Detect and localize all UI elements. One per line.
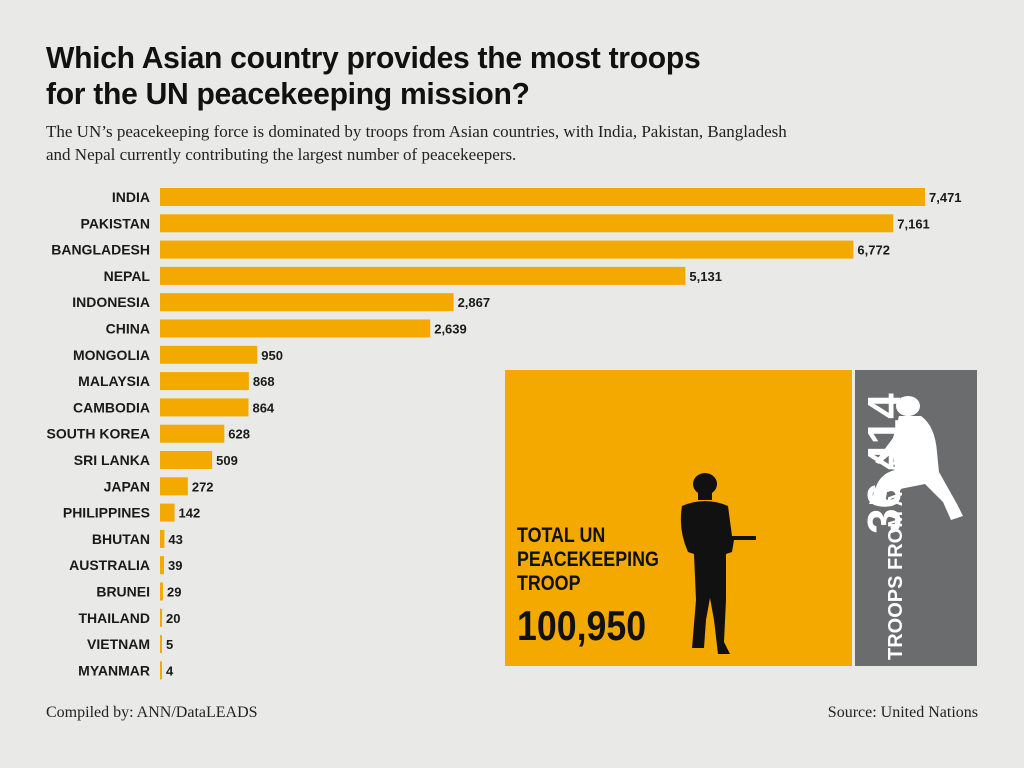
value-label: 509 [216,453,238,468]
category-label: PAKISTAN [81,215,150,231]
bar-india [160,188,925,206]
standing-soldier-icon [680,473,756,654]
total-troops-panel: TOTAL UN PEACEKEEPING TROOP 100,950 [505,370,852,666]
category-label: BHUTAN [92,531,150,547]
category-label: SRI LANKA [74,452,150,468]
category-label: AUSTRALIA [69,557,150,573]
bar-thailand [160,608,163,627]
asia-troops-value: 36,414 [858,393,910,534]
value-label: 2,867 [458,295,491,310]
category-label: CHINA [106,321,150,337]
category-label: BRUNEI [96,584,150,600]
bar-cambodia [160,398,249,417]
bar-bangladesh [160,240,854,259]
value-label: 4 [166,663,174,678]
category-label: CAMBODIA [73,399,150,415]
total-troops-label: TOTAL UN PEACEKEEPING TROOP [517,524,659,595]
asia-troops-text: TROOPS FROM ASIA 36,414 [858,393,910,660]
category-label: MONGOLIA [73,347,150,363]
category-label: THAILAND [78,610,150,626]
category-label: SOUTH KOREA [47,426,150,442]
bar-mongolia [160,345,258,364]
bar-vietnam [160,635,162,654]
category-label: NEPAL [104,268,151,284]
value-label: 5,131 [689,269,722,284]
asia-troops-label: TROOPS FROM ASIA [885,458,907,660]
value-label: 2,639 [434,322,467,337]
value-label: 39 [168,558,182,573]
bar-bhutan [160,529,165,548]
value-label: 950 [261,348,283,363]
category-label: VIETNAM [87,636,150,652]
compiled-by-credit: Compiled by: ANN/DataLEADS [46,704,258,721]
source-credit: Source: United Nations [827,704,978,721]
kneeling-soldier-icon [869,396,963,520]
bar-china [160,319,431,338]
category-label: PHILIPPINES [63,505,150,521]
category-label: BANGLADESH [51,242,150,258]
bar-sri-lanka [160,451,213,469]
title-line-2: for the UN peacekeeping mission? [46,76,530,111]
bar-philippines [160,503,175,522]
bar-south-korea [160,424,225,443]
category-label: INDONESIA [72,294,150,310]
value-label: 7,161 [897,216,930,231]
category-label: INDIA [112,189,150,205]
value-label: 5 [166,637,173,652]
category-label: MYANMAR [78,662,150,678]
bar-brunei [160,582,163,601]
bar-malaysia [160,372,249,391]
bar-myanmar [160,661,162,680]
value-label: 20 [166,611,180,626]
value-label: 864 [252,400,274,415]
chart-title: Which Asian country provides the most tr… [46,40,701,112]
value-label: 868 [253,374,275,389]
category-label: JAPAN [104,478,150,494]
value-label: 142 [179,506,201,521]
bar-indonesia [160,293,454,312]
bar-nepal [160,266,686,285]
bar-pakistan [160,214,894,233]
bar-australia [160,556,164,575]
total-troops-value: 100,950 [517,602,647,649]
value-label: 43 [168,532,182,547]
value-label: 7,471 [929,190,962,205]
asia-troops-panel: TROOPS FROM ASIA 36,414 [855,370,977,666]
value-label: 6,772 [857,243,890,258]
value-label: 29 [167,585,181,600]
category-label: MALAYSIA [78,373,150,389]
value-label: 272 [192,479,214,494]
chart-subtitle: The UN’s peacekeeping force is dominated… [46,122,787,164]
bar-japan [160,477,188,496]
title-line-1: Which Asian country provides the most tr… [46,40,701,75]
value-label: 628 [228,427,250,442]
